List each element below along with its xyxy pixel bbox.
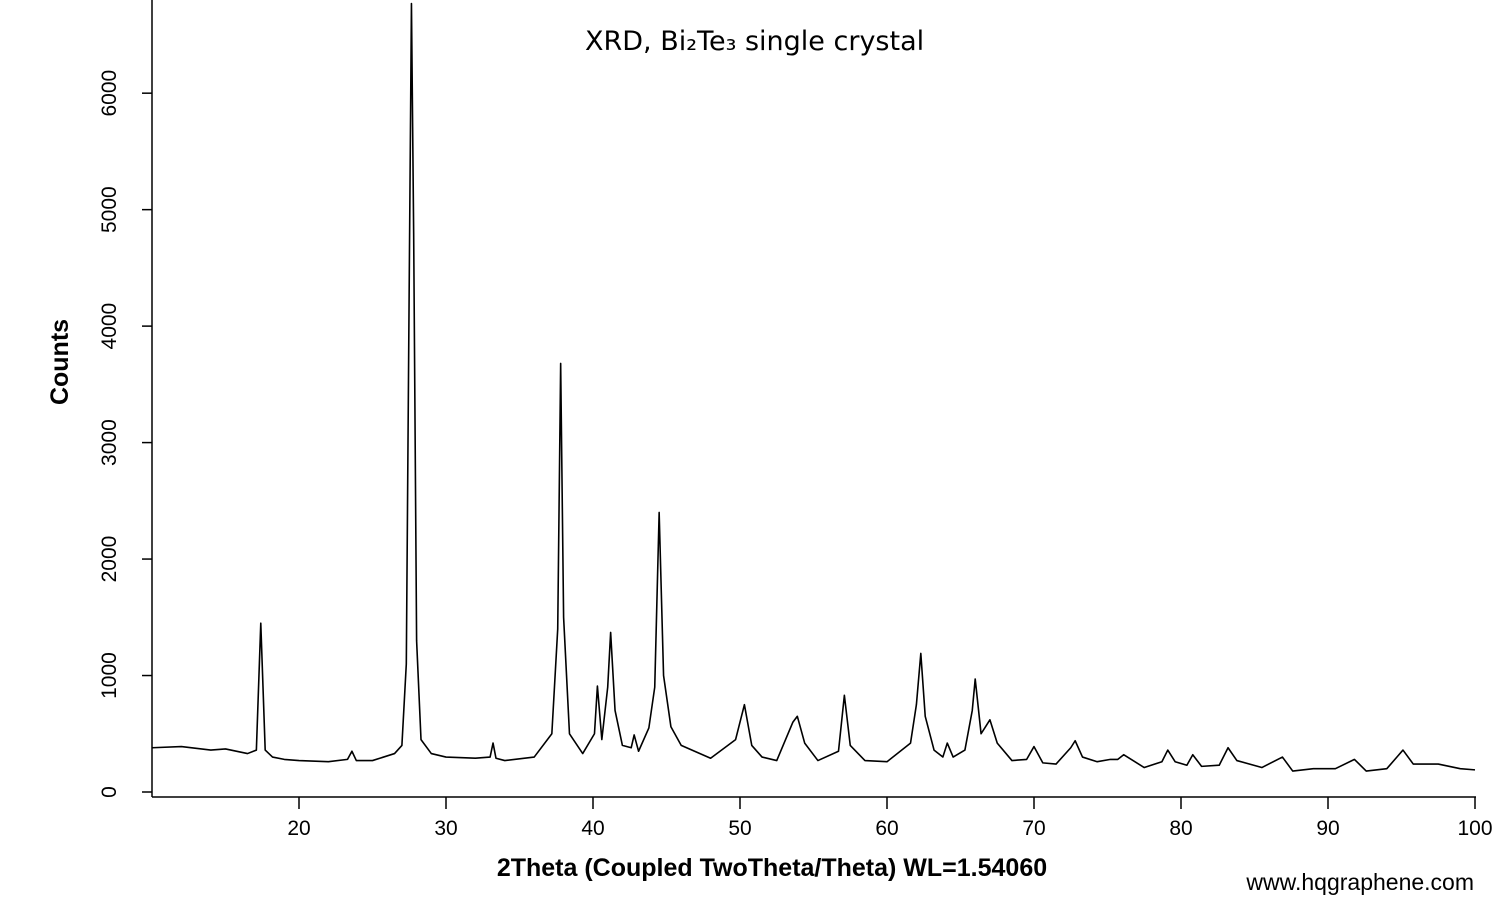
data-line [151, 2, 1476, 772]
x-tick-label: 30 [434, 817, 457, 840]
y-tick-label: 2000 [98, 536, 121, 583]
y-tick-label: 5000 [98, 186, 121, 233]
x-tick-label: 90 [1316, 817, 1339, 840]
x-tick-label: 40 [581, 817, 604, 840]
x-tick-label: 80 [1169, 817, 1192, 840]
y-axis-title: Counts [46, 319, 74, 405]
x-tick-label: 70 [1022, 817, 1045, 840]
watermark: www.hqgraphene.com [1245, 869, 1474, 895]
x-axis-title: 2Theta (Coupled TwoTheta/Theta) WL=1.540… [497, 854, 1047, 882]
x-tick-label: 100 [1457, 817, 1492, 840]
x-tick-label: 50 [728, 817, 751, 840]
y-tick-label: 3000 [98, 419, 121, 466]
y-tick-label: 1000 [98, 652, 121, 699]
y-tick-label: 6000 [98, 70, 121, 117]
x-tick-label: 20 [287, 817, 310, 840]
y-tick-label: 4000 [98, 303, 121, 350]
chart-title: XRD, Bi₂Te₃ single crystal [585, 26, 924, 57]
x-tick-label: 60 [875, 817, 898, 840]
y-tick-label: 0 [98, 786, 121, 798]
